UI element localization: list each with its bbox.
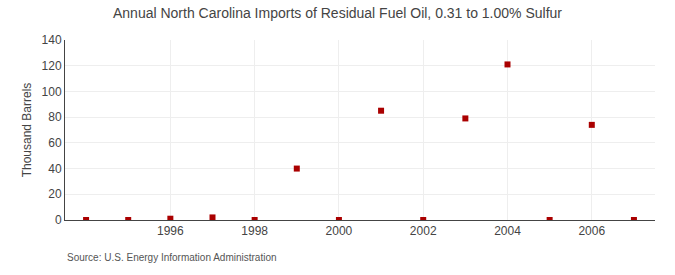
svg-text:140: 140: [42, 33, 62, 47]
svg-text:40: 40: [48, 162, 62, 176]
svg-text:20: 20: [48, 187, 62, 201]
svg-text:2000: 2000: [326, 224, 353, 238]
svg-text:60: 60: [48, 136, 62, 150]
svg-text:2006: 2006: [578, 224, 605, 238]
svg-text:120: 120: [42, 59, 62, 73]
svg-text:2004: 2004: [494, 224, 521, 238]
svg-text:Annual North Carolina Imports: Annual North Carolina Imports of Residua…: [113, 5, 562, 21]
svg-text:100: 100: [42, 85, 62, 99]
svg-text:0: 0: [55, 213, 62, 227]
svg-text:80: 80: [48, 110, 62, 124]
svg-text:1998: 1998: [241, 224, 268, 238]
svg-text:Thousand Barrels: Thousand Barrels: [20, 83, 34, 178]
svg-text:1996: 1996: [157, 224, 184, 238]
svg-text:2002: 2002: [410, 224, 437, 238]
svg-text:Source: U.S. Energy Informatio: Source: U.S. Energy Information Administ…: [67, 252, 277, 263]
